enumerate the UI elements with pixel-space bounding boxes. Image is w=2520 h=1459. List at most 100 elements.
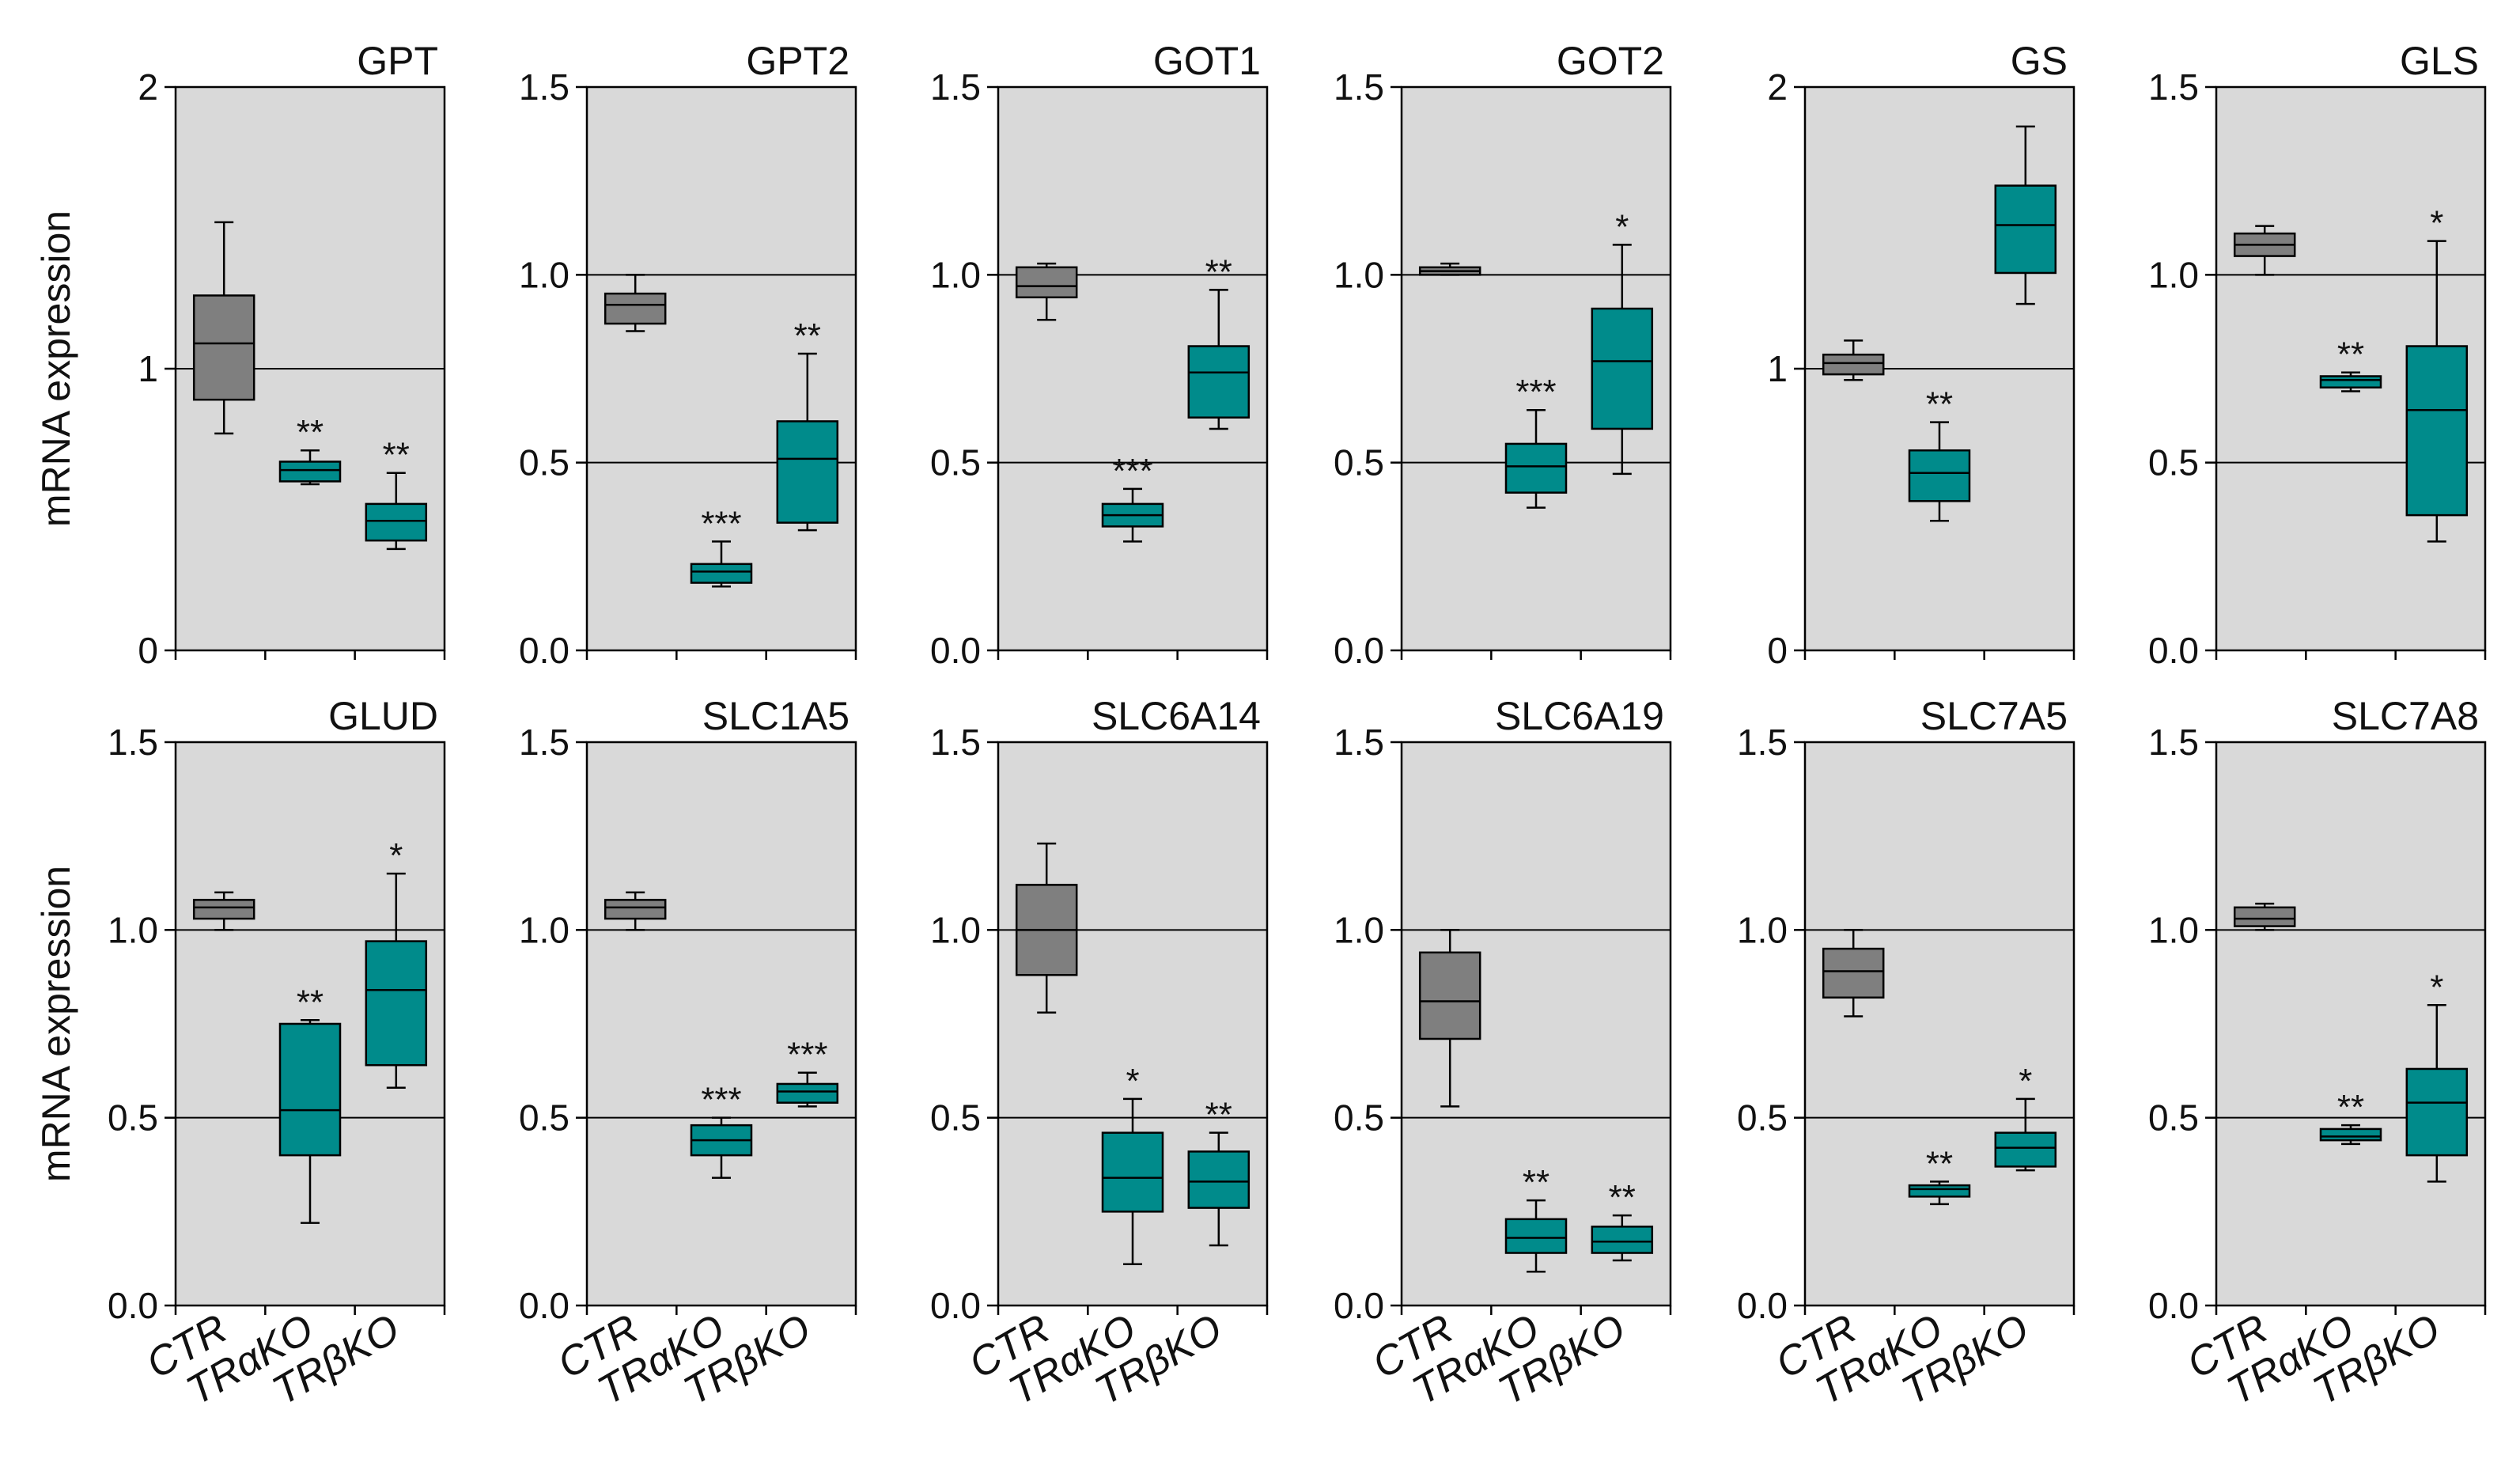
iqr-box [2319, 375, 2382, 388]
iqr-box [278, 1022, 342, 1157]
y-tick-label: 0.0 [2148, 1285, 2199, 1326]
y-tick-label: 1.5 [930, 722, 981, 763]
plot-frame [2215, 85, 2487, 652]
y-tick-label: 1.5 [2148, 66, 2199, 108]
panel-gs: 0 1 2 GS ** [1767, 39, 2075, 671]
iqr-box [2319, 1127, 2382, 1142]
box-trb-ko: ** [1187, 252, 1251, 430]
iqr-box [1101, 1131, 1164, 1213]
iqr-box [604, 899, 667, 920]
significance-label: *** [701, 504, 741, 543]
plot-frame [1400, 85, 1672, 652]
plot-frame [585, 741, 857, 1307]
plot-frame [1803, 741, 2075, 1307]
significance-label: *** [1515, 373, 1556, 411]
y-tick-label: 0.5 [519, 442, 569, 483]
y-tick-label: 0 [138, 630, 158, 671]
y-tick-label: 0.5 [2148, 1097, 2199, 1139]
significance-label: * [2019, 1062, 2032, 1101]
y-tick-label: 0.5 [1334, 1097, 1384, 1139]
box-ctr [2233, 225, 2296, 276]
box-tra-ko: ** [1908, 385, 1971, 522]
y-tick-label: 0.0 [1334, 630, 1384, 671]
panel-gpt: 0 1 2 GPT ** ** [138, 39, 446, 671]
panel-title: SLC6A19 [1495, 694, 1664, 738]
y-tick-label: 1.0 [930, 909, 981, 950]
plot-frame [174, 741, 446, 1307]
y-tick-label: 2 [138, 66, 158, 108]
box-ctr [1822, 339, 1885, 381]
y-tick-label: 0.5 [108, 1097, 158, 1139]
box-trb-ko: ** [365, 436, 428, 551]
plot-area [2216, 742, 2485, 1306]
significance-label: ** [297, 983, 324, 1021]
plot-area [587, 742, 856, 1306]
y-tick-label: 1.0 [2148, 254, 2199, 295]
significance-label: ** [1609, 1178, 1636, 1217]
y-tick-label: 2 [1767, 66, 1788, 108]
y-tick-label: 0.0 [1334, 1285, 1384, 1326]
y-tick-label: 0.5 [519, 1097, 569, 1139]
panel-title: GLUD [328, 694, 438, 738]
y-tick-label: 1.0 [519, 254, 569, 295]
iqr-box [1908, 449, 1971, 502]
iqr-box [192, 294, 255, 401]
significance-label: * [389, 836, 403, 875]
panel-title: GS [2011, 39, 2068, 83]
y-tick-label: 1 [1767, 348, 1788, 389]
iqr-box [365, 940, 428, 1067]
box-tra-ko: *** [1504, 373, 1568, 509]
iqr-box [1822, 947, 1885, 999]
significance-label: ** [794, 316, 821, 355]
box-ctr [1418, 262, 1481, 276]
plot-frame [1400, 741, 1672, 1307]
iqr-box [1994, 184, 2057, 275]
y-tick-label: 1.5 [519, 722, 569, 763]
y-tick-label: 1.5 [930, 66, 981, 108]
y-tick-label: 1.0 [519, 909, 569, 950]
y-tick-label: 1.0 [2148, 909, 2199, 950]
y-tick-label: 1.5 [108, 722, 158, 763]
box-tra-ko: ** [278, 413, 342, 486]
y-tick-label: 1.5 [1737, 722, 1788, 763]
y-tick-label: 1.5 [2148, 722, 2199, 763]
iqr-box [1822, 353, 1885, 376]
y-tick-label: 1.5 [519, 66, 569, 108]
significance-label: *** [701, 1081, 741, 1120]
iqr-box [1908, 1184, 1971, 1198]
box-tra-ko: ** [2319, 335, 2382, 392]
iqr-box [690, 563, 753, 584]
y-tick-label: 0.0 [519, 1285, 569, 1326]
box-trb-ko: * [2405, 204, 2469, 543]
y-tick-label: 1.0 [1737, 909, 1788, 950]
iqr-box [1187, 1150, 1251, 1209]
significance-label: ** [1926, 385, 1953, 424]
significance-label: *** [1112, 452, 1152, 491]
significance-label: ** [297, 413, 324, 452]
box-tra-ko: *** [690, 504, 753, 588]
significance-label: ** [1523, 1163, 1549, 1202]
y-tick-label: 1.0 [1334, 254, 1384, 295]
panel-title: GPT2 [746, 39, 849, 83]
significance-label: ** [1926, 1144, 1953, 1183]
y-tick-label: 1.5 [1334, 66, 1384, 108]
panel-title: GLS [2400, 39, 2479, 83]
y-tick-label: 0.0 [108, 1285, 158, 1326]
y-tick-label: 1 [138, 348, 158, 389]
iqr-box [776, 1082, 839, 1104]
iqr-box [2405, 1067, 2469, 1157]
iqr-box [1504, 442, 1568, 494]
iqr-box [192, 899, 255, 920]
box-ctr [1015, 262, 1078, 321]
y-tick-label: 1.0 [108, 909, 158, 950]
y-axis-label: mRNA expression [34, 866, 78, 1182]
significance-label: *** [787, 1036, 827, 1074]
